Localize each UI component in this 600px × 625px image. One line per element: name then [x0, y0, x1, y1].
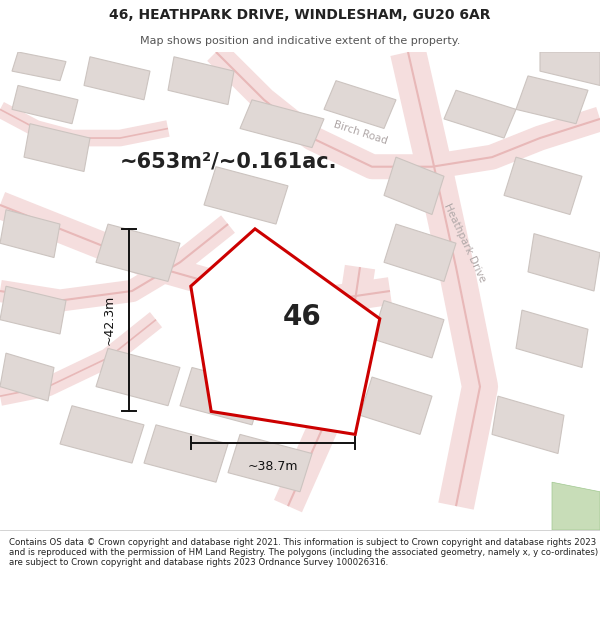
Text: ~42.3m: ~42.3m: [103, 295, 116, 345]
Polygon shape: [12, 52, 66, 81]
Polygon shape: [528, 234, 600, 291]
Polygon shape: [540, 52, 600, 86]
Polygon shape: [60, 406, 144, 463]
Polygon shape: [12, 86, 78, 124]
Text: ~38.7m: ~38.7m: [248, 460, 298, 472]
Polygon shape: [168, 57, 234, 104]
Polygon shape: [180, 368, 264, 425]
Polygon shape: [360, 377, 432, 434]
Polygon shape: [372, 301, 444, 358]
Polygon shape: [191, 229, 380, 434]
Polygon shape: [384, 224, 456, 281]
Text: Heathpark Drive: Heathpark Drive: [310, 346, 356, 428]
Polygon shape: [504, 157, 582, 214]
Polygon shape: [0, 286, 66, 334]
Text: 46, HEATHPARK DRIVE, WINDLESHAM, GU20 6AR: 46, HEATHPARK DRIVE, WINDLESHAM, GU20 6A…: [109, 8, 491, 21]
Polygon shape: [24, 124, 90, 171]
Text: Birch Road: Birch Road: [332, 120, 388, 147]
Polygon shape: [384, 157, 444, 214]
Polygon shape: [228, 434, 312, 492]
Polygon shape: [516, 76, 588, 124]
Polygon shape: [492, 396, 564, 454]
Polygon shape: [516, 310, 588, 368]
Text: 46: 46: [283, 302, 322, 331]
Polygon shape: [444, 90, 516, 138]
Polygon shape: [552, 482, 600, 530]
Polygon shape: [96, 224, 180, 281]
Polygon shape: [240, 100, 324, 148]
Polygon shape: [324, 81, 396, 129]
Text: ~653m²/~0.161ac.: ~653m²/~0.161ac.: [119, 152, 337, 172]
Polygon shape: [144, 425, 228, 483]
Polygon shape: [84, 57, 150, 100]
Text: Contains OS data © Crown copyright and database right 2021. This information is : Contains OS data © Crown copyright and d…: [9, 538, 598, 568]
Polygon shape: [96, 348, 180, 406]
Polygon shape: [0, 353, 54, 401]
Polygon shape: [0, 210, 60, 258]
Text: Map shows position and indicative extent of the property.: Map shows position and indicative extent…: [140, 36, 460, 46]
Text: Heathpark Drive: Heathpark Drive: [442, 202, 488, 284]
Polygon shape: [204, 167, 288, 224]
